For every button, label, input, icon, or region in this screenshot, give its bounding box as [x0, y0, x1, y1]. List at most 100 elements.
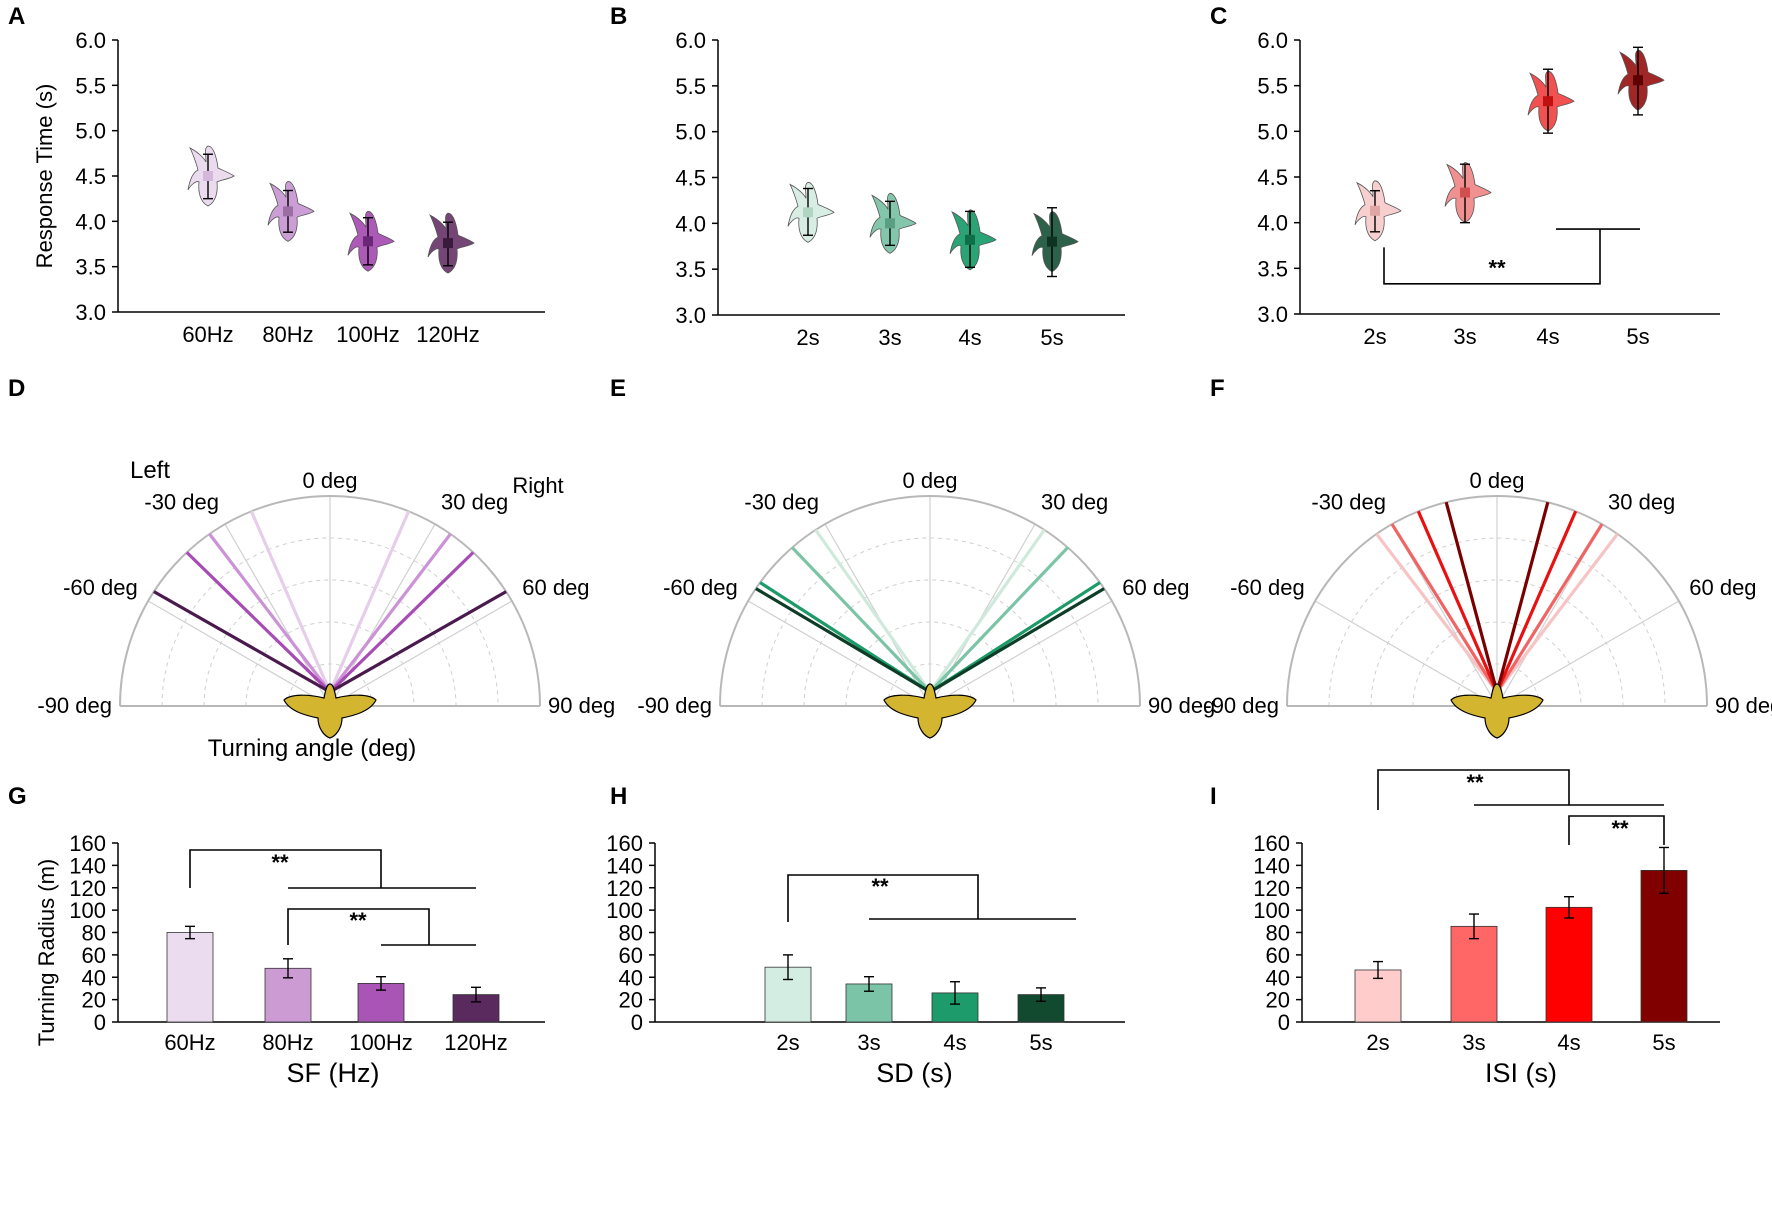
- x-tick-label: 2s: [776, 1030, 799, 1055]
- x-tick-label: 4s: [943, 1030, 966, 1055]
- turning-angle-line-2s-right: [1495, 533, 1619, 693]
- mean-marker: [965, 234, 975, 245]
- polar-angle-label: -30 deg: [144, 490, 219, 515]
- chart-b: 3.0 3.5 4.0 4.5 5.0 5.5 6.0 2s 3s 4s 5s: [675, 28, 1125, 350]
- x-tick-label: 100Hz: [349, 1030, 413, 1055]
- polar-ring: [161, 537, 499, 707]
- x-tick-label: 2s: [1366, 1030, 1389, 1055]
- y-tick-label: 4.5: [675, 166, 706, 191]
- right-label: Right: [512, 473, 563, 498]
- y-tick-label: 0: [631, 1010, 643, 1035]
- y-tick-label: 5.5: [1257, 74, 1288, 99]
- x-tick-label: 120Hz: [444, 1030, 508, 1055]
- significance-label: **: [871, 874, 889, 899]
- x-tick-label: 4s: [1557, 1030, 1580, 1055]
- panel-label-a: A: [8, 3, 25, 30]
- x-tick-label: 5s: [1652, 1030, 1675, 1055]
- x-axis-title: Turning angle (deg): [208, 735, 417, 762]
- turning-angle-line-2s-left: [814, 528, 932, 693]
- significance-bracket: [1377, 769, 1570, 810]
- y-tick-label: 80: [82, 921, 106, 946]
- polar-outer-arc: [1286, 495, 1708, 707]
- y-axis-title: Response Time (s): [32, 84, 57, 269]
- polar-ring: [761, 537, 1099, 707]
- x-tick-label: 60Hz: [164, 1030, 215, 1055]
- polar-angle-label: 90 deg: [1715, 693, 1772, 718]
- x-tick-label: 100Hz: [336, 322, 400, 347]
- bar-4s: [1545, 906, 1593, 1023]
- chart-f: 0 deg 30 deg 60 deg 90 deg -30 deg -60 deg -90…: [1204, 468, 1772, 739]
- y-tick-label: 60: [1266, 943, 1290, 968]
- polar-spoke: [1314, 600, 1498, 707]
- polar-angle-label: -60 deg: [1230, 575, 1305, 600]
- polar-angle-label: 60 deg: [1689, 575, 1756, 600]
- mean-marker: [1633, 75, 1643, 86]
- turning-angle-line-4s-right: [1495, 510, 1578, 693]
- turning-angle-line-4s-left: [1416, 510, 1499, 693]
- x-tick-label: 120Hz: [416, 322, 480, 347]
- x-tick-label: 3s: [878, 325, 901, 350]
- y-tick-label: 3.0: [675, 303, 706, 328]
- y-tick-label: 0: [94, 1010, 106, 1035]
- turning-angle-line-5s-right: [929, 587, 1105, 694]
- polar-angle-label: -90 deg: [37, 693, 112, 718]
- panel-label-e: E: [610, 375, 626, 402]
- y-tick-label: 80: [1266, 921, 1290, 946]
- polar-outer-arc: [719, 495, 1141, 707]
- y-tick-label: 4.5: [75, 164, 106, 189]
- y-tick-label: 40: [619, 965, 643, 990]
- x-axis-title: ISI (s): [1485, 1058, 1557, 1088]
- y-tick-label: 40: [82, 965, 106, 990]
- y-tick-label: 100: [69, 898, 106, 923]
- significance-bracket: [1568, 815, 1665, 845]
- polar-angle-label: 30 deg: [1608, 490, 1675, 515]
- turning-angle-line-100Hz-left: [185, 551, 332, 694]
- y-tick-label: 140: [606, 853, 643, 878]
- polar-angle-label: -30 deg: [744, 490, 819, 515]
- panel-label-i: I: [1210, 783, 1217, 810]
- significance-label: **: [1488, 256, 1506, 281]
- polar-spoke: [747, 600, 931, 707]
- y-tick-label: 120: [606, 876, 643, 901]
- polar-angle-label: 0 deg: [1469, 468, 1524, 493]
- y-tick-label: 3.0: [1257, 302, 1288, 327]
- y-tick-label: 100: [1253, 898, 1290, 923]
- turning-angle-line-5s-left: [1444, 501, 1499, 693]
- turning-angle-line-120Hz-right: [329, 590, 507, 694]
- y-tick-label: 80: [619, 921, 643, 946]
- significance-bracket: [787, 874, 979, 922]
- chart-a: 3.0 3.5 4.0 4.5 5.0 5.5 6.0 Response Time (s) 60…: [32, 28, 545, 347]
- y-tick-label: 0: [1278, 1010, 1290, 1035]
- x-tick-label: 3s: [1453, 324, 1476, 349]
- mean-marker: [885, 218, 895, 229]
- polar-angle-label: -90 deg: [1204, 693, 1279, 718]
- y-tick-label: 40: [1266, 965, 1290, 990]
- turning-angle-line-100Hz-right: [328, 551, 475, 694]
- y-tick-label: 5.5: [675, 74, 706, 99]
- x-tick-label: 5s: [1040, 325, 1063, 350]
- significance-bracket: [1383, 229, 1601, 285]
- polar-angle-label: 30 deg: [1041, 490, 1108, 515]
- bird-icon: [1450, 683, 1544, 739]
- y-tick-label: 5.0: [1257, 119, 1288, 144]
- polar-angle-label: -90 deg: [637, 693, 712, 718]
- significance-label: **: [1466, 770, 1484, 795]
- y-tick-label: 6.0: [1257, 28, 1288, 53]
- panel-label-f: F: [1210, 375, 1225, 402]
- mean-marker: [203, 171, 213, 181]
- panel-label-b: B: [610, 3, 627, 30]
- y-tick-label: 140: [1253, 853, 1290, 878]
- polar-angle-label: 90 deg: [1148, 693, 1215, 718]
- x-axis-title: SD (s): [876, 1058, 953, 1088]
- y-tick-label: 140: [69, 853, 106, 878]
- turning-angle-line-120Hz-left: [153, 590, 331, 694]
- y-tick-label: 120: [69, 876, 106, 901]
- polar-angle-label: -60 deg: [663, 575, 738, 600]
- x-tick-label: 2s: [1363, 324, 1386, 349]
- turning-angle-line-60Hz-left: [249, 510, 332, 693]
- y-tick-label: 6.0: [75, 28, 106, 53]
- polar-ring: [203, 579, 457, 707]
- x-axis-title: SF (Hz): [287, 1058, 380, 1088]
